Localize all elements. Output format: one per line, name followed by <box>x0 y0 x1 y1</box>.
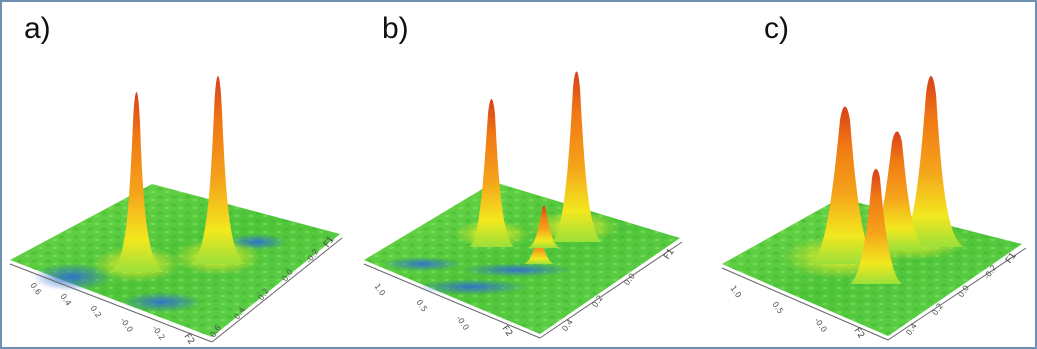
axis-f2 <box>9 263 213 343</box>
panel-c: c) 1.0 0.5 -0.0 F2 0.4 0.2 0.0 -0.2 F1 <box>702 2 1035 347</box>
blue-region <box>32 263 112 291</box>
tick-label: 0.5 <box>770 300 785 316</box>
axis-f2 <box>363 263 541 339</box>
peak <box>524 235 554 264</box>
axis-label-f2: F2 <box>852 326 866 341</box>
tick-label: 0.4 <box>904 322 919 338</box>
panel-a: a) 0.6 0.4 0.2 -0.0 -0.2 F2 0.6 0.4 0.2 <box>2 2 347 347</box>
axis-label-f1: F1 <box>662 247 676 262</box>
axis-f1 <box>539 241 683 339</box>
axis-f1 <box>211 237 343 343</box>
surface-plot-c: 1.0 0.5 -0.0 F2 0.4 0.2 0.0 -0.2 F1 <box>721 76 1027 341</box>
panel-label-a: a) <box>24 12 51 45</box>
peak <box>552 71 602 242</box>
peak <box>470 99 514 247</box>
tick-label: -0.0 <box>812 316 828 334</box>
panel-label-b: b) <box>382 12 409 45</box>
tick-label: 0.2 <box>88 304 103 320</box>
peak <box>110 92 164 272</box>
axis-label-f2: F2 <box>182 332 196 347</box>
tick-label: -0.2 <box>150 324 166 342</box>
tick-label: -0.0 <box>454 314 470 332</box>
tick-label: 1.0 <box>372 282 387 298</box>
tick-label: 0.5 <box>414 298 429 314</box>
peak <box>190 76 246 264</box>
tick-label: 0.4 <box>560 318 575 334</box>
peak <box>528 205 560 248</box>
panel-label-c: c) <box>764 12 789 45</box>
peak <box>812 106 878 264</box>
tick-label: 1.0 <box>728 284 743 300</box>
peak <box>898 76 964 247</box>
tick-label: 0.4 <box>58 292 73 308</box>
surface-plot-a: 0.6 0.4 0.2 -0.0 -0.2 F2 0.6 0.4 0.2 0.0… <box>9 76 343 347</box>
surface-plot-b: 1.0 0.5 -0.0 F2 0.4 0.2 0.0 F1 <box>363 71 683 339</box>
axis-f1 <box>887 247 1027 341</box>
panel-b: b) 1.0 0.5 -0.0 F2 0.4 0.2 0.0 F1 <box>352 2 697 347</box>
axis-f2 <box>721 267 889 341</box>
blue-region <box>417 279 527 295</box>
tick-label: -0.0 <box>118 316 134 334</box>
peak <box>850 169 902 284</box>
